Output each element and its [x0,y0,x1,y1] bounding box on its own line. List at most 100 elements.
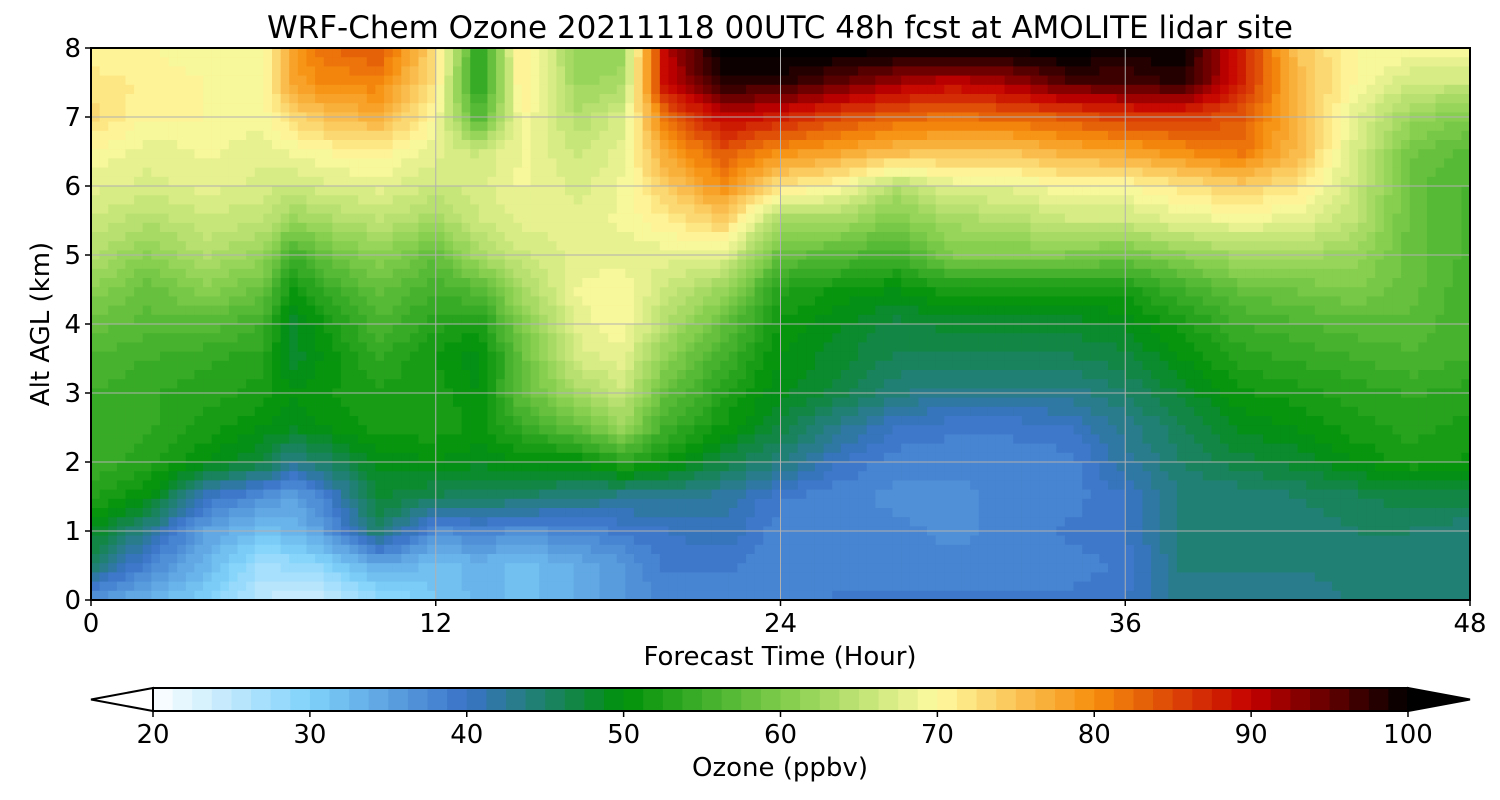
heatmap-cell [1452,48,1462,58]
heatmap-cell [797,103,807,113]
heatmap-cell [1090,213,1100,224]
heatmap-cell [271,121,282,132]
heatmap-cell [677,176,687,187]
heatmap-cell [1151,57,1161,67]
heatmap-cell [228,278,239,288]
heatmap-cell [444,314,454,325]
heatmap-cell [168,213,178,224]
heatmap-cell [1194,103,1204,113]
heatmap-cell [720,241,730,251]
heatmap-cell [1021,213,1032,224]
heatmap-cell [220,186,230,196]
heatmap-cell [427,57,437,67]
heatmap-cell [1133,195,1144,205]
heatmap-cell [1228,259,1238,270]
heatmap-cell [1211,213,1221,224]
heatmap-cell [1401,84,1411,95]
heatmap-cell [1039,66,1049,77]
heatmap-cell [970,232,980,242]
heatmap-cell [944,103,954,113]
heatmap-cell [1297,213,1307,224]
heatmap-cell [995,287,1006,297]
heatmap-cell [599,140,609,150]
heatmap-cell [1013,324,1023,334]
heatmap-cell [1452,222,1462,233]
heatmap-cell [280,57,290,67]
heatmap-cell [349,213,359,224]
heatmap-cell [203,314,213,325]
heatmap-cell [246,213,256,224]
heatmap-cell [556,167,566,178]
heatmap-cell [1108,232,1118,242]
heatmap-cell [814,324,825,334]
heatmap-cell [728,186,739,196]
heatmap-cell [1090,57,1100,67]
heatmap-cell [142,278,152,288]
heatmap-cell [780,204,790,215]
heatmap-cell [1064,140,1075,150]
heatmap-cell [211,324,221,334]
heatmap-cell [642,278,652,288]
heatmap-cell [125,333,135,343]
heatmap-cell [401,121,411,132]
heatmap-cell [1194,84,1204,95]
heatmap-cell [1082,140,1092,150]
heatmap-cell [547,296,558,307]
heatmap-cell [134,305,144,316]
heatmap-cell [99,213,109,224]
heatmap-cell [814,158,825,169]
heatmap-cell [1332,204,1342,215]
heatmap-cell [608,204,618,215]
heatmap-cell [521,324,532,334]
heatmap-cell [1004,149,1014,159]
heatmap-cell [1073,48,1083,58]
heatmap-cell [1254,324,1264,334]
heatmap-cell [315,57,325,67]
heatmap-cell [1357,287,1368,297]
heatmap-cell [1383,314,1394,325]
heatmap-cell [1306,103,1316,113]
heatmap-cell [668,158,678,169]
heatmap-cell [1426,259,1437,270]
heatmap-cell [470,140,480,150]
heatmap-cell [1056,94,1066,104]
heatmap-cell [91,66,101,77]
heatmap-cell [306,259,316,270]
heatmap-cell [1202,149,1213,159]
heatmap-cell [1108,121,1118,132]
heatmap-cell [1013,66,1023,77]
heatmap-cell [306,213,316,224]
heatmap-cell [478,84,489,95]
heatmap-cell [746,75,756,86]
heatmap-cell [866,186,876,196]
heatmap-cell [746,222,756,233]
heatmap-cell [1340,149,1350,159]
heatmap-cell [918,48,928,58]
heatmap-cell [1133,84,1144,95]
heatmap-cell [444,232,454,242]
heatmap-cell [521,278,532,288]
heatmap-cell [151,241,161,251]
heatmap-cell [211,66,221,77]
heatmap-cell [1254,296,1264,307]
heatmap-cell [651,140,661,150]
heatmap-cell [1013,213,1023,224]
heatmap-cell [504,232,514,242]
heatmap-cell [987,213,997,224]
heatmap-cell [1418,268,1428,279]
heatmap-cell [590,186,601,196]
heatmap-cell [237,167,247,178]
heatmap-cell [142,333,152,343]
heatmap-cell [582,324,592,334]
heatmap-cell [1194,48,1204,58]
heatmap-cell [711,84,721,95]
heatmap-cell [496,241,506,251]
heatmap-cell [987,121,997,132]
heatmap-cell [185,84,196,95]
heatmap-cell [995,130,1006,141]
heatmap-cell [1340,204,1350,215]
heatmap-cell [1056,222,1066,233]
heatmap-cell [565,314,575,325]
heatmap-cell [1444,296,1454,307]
heatmap-cell [358,278,368,288]
